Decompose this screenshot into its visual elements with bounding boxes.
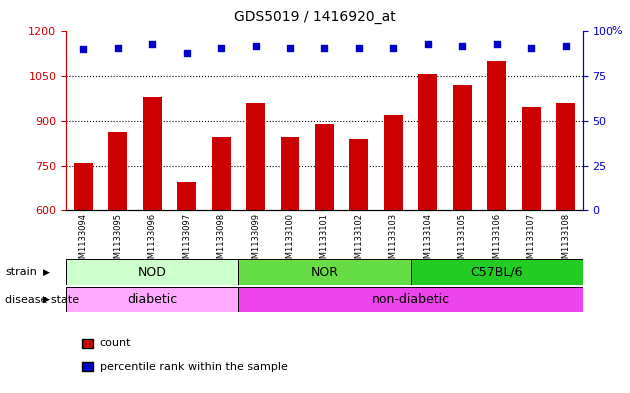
Bar [108, 132, 127, 210]
Bar [66, 259, 238, 285]
Point [251, 42, 261, 49]
Point [78, 46, 88, 52]
Bar [522, 107, 541, 210]
Bar [177, 182, 196, 210]
Point [113, 44, 123, 51]
Bar [453, 85, 472, 210]
Point [457, 42, 467, 49]
Point [181, 50, 192, 56]
Bar [418, 74, 437, 210]
Text: strain: strain [5, 267, 37, 277]
Bar [66, 287, 238, 312]
Text: ▶: ▶ [43, 268, 49, 277]
Bar [556, 103, 575, 210]
Text: non-diabetic: non-diabetic [372, 293, 450, 306]
Bar [143, 97, 162, 210]
Bar [487, 61, 506, 210]
Text: count: count [100, 338, 131, 348]
Y-axis label: %: % [611, 26, 622, 36]
Point [354, 44, 364, 51]
Point [388, 44, 398, 51]
Point [147, 41, 158, 47]
Bar [238, 287, 583, 312]
Text: GDS5019 / 1416920_at: GDS5019 / 1416920_at [234, 10, 396, 24]
Bar [212, 137, 231, 210]
Text: disease state: disease state [5, 295, 79, 305]
Bar [315, 125, 334, 210]
Bar [238, 259, 411, 285]
Point [216, 44, 226, 51]
Point [491, 41, 501, 47]
Bar [74, 163, 93, 210]
Text: ▶: ▶ [43, 295, 49, 304]
Bar [246, 103, 265, 210]
Text: percentile rank within the sample: percentile rank within the sample [100, 362, 287, 372]
Text: NOR: NOR [311, 266, 338, 279]
Point [526, 44, 536, 51]
Point [319, 44, 329, 51]
Text: C57BL/6: C57BL/6 [471, 266, 523, 279]
Text: NOD: NOD [138, 266, 167, 279]
Bar [411, 259, 583, 285]
Point [285, 44, 295, 51]
Bar [384, 115, 403, 210]
Point [423, 41, 433, 47]
Bar [280, 137, 299, 210]
Bar [350, 139, 369, 210]
Point [561, 42, 571, 49]
Text: diabetic: diabetic [127, 293, 178, 306]
